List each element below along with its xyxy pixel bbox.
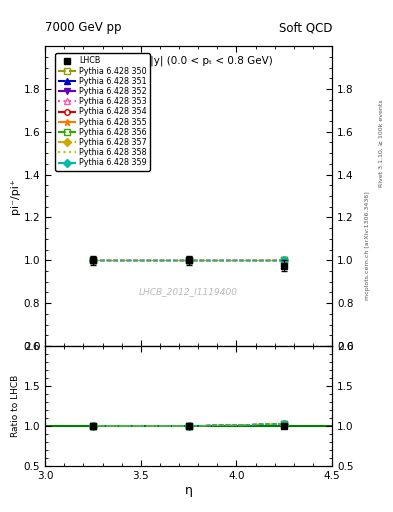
Text: mcplots.cern.ch [arXiv:1306.3436]: mcplots.cern.ch [arXiv:1306.3436]: [365, 191, 370, 300]
Text: Soft QCD: Soft QCD: [279, 21, 332, 34]
Text: LHCB_2012_I1119400: LHCB_2012_I1119400: [139, 287, 238, 296]
Text: Rivet 3.1.10, ≥ 100k events: Rivet 3.1.10, ≥ 100k events: [379, 99, 384, 187]
Text: π⁻/π⁺ vs |y| (0.0 < pₜ < 0.8 GeV): π⁻/π⁺ vs |y| (0.0 < pₜ < 0.8 GeV): [105, 55, 272, 66]
X-axis label: η: η: [185, 483, 193, 497]
Text: 7000 GeV pp: 7000 GeV pp: [45, 21, 122, 34]
Legend: LHCB, Pythia 6.428 350, Pythia 6.428 351, Pythia 6.428 352, Pythia 6.428 353, Py: LHCB, Pythia 6.428 350, Pythia 6.428 351…: [55, 53, 150, 170]
Y-axis label: pi⁻/pi⁺: pi⁻/pi⁺: [9, 178, 20, 214]
Y-axis label: Ratio to LHCB: Ratio to LHCB: [11, 375, 20, 437]
